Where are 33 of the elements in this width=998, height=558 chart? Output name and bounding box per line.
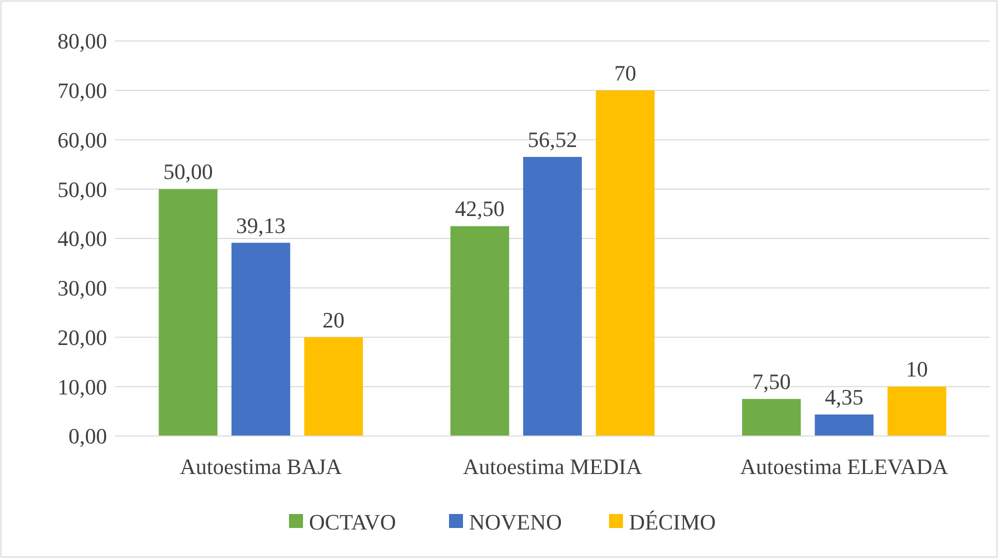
data-label: 4,35	[824, 384, 864, 410]
y-tick-label: 0,00	[68, 424, 107, 449]
x-tick-label: Autoestima BAJA	[180, 454, 342, 479]
legend-label: DÉCIMO	[629, 510, 716, 535]
bar	[450, 226, 510, 436]
y-tick-label: 10,00	[58, 374, 107, 400]
bar	[888, 386, 946, 436]
y-tick-label: 40,00	[58, 226, 107, 252]
data-label: 50,00	[163, 159, 213, 184]
data-label: 39,13	[236, 212, 286, 238]
y-tick-label: 20,00	[58, 324, 107, 350]
x-tick-label: Autoestima ELEVADA	[740, 454, 948, 479]
bar	[523, 156, 582, 436]
data-label: 56,52	[528, 126, 578, 152]
y-tick-label: 30,00	[58, 276, 107, 301]
bar	[158, 189, 218, 436]
bar	[814, 414, 874, 436]
bar	[596, 90, 655, 436]
y-tick-label: 80,00	[58, 28, 107, 54]
y-tick-label: 50,00	[58, 176, 107, 202]
bar	[742, 398, 801, 436]
y-tick-label: 70,00	[58, 78, 107, 104]
y-tick-label: 60,00	[58, 127, 107, 152]
legend-label: NOVENO	[469, 510, 562, 535]
bar	[304, 337, 363, 436]
x-tick-label: Autoestima MEDIA	[462, 454, 642, 479]
data-label: 20	[322, 307, 345, 332]
data-label: 10	[906, 356, 928, 382]
legend-label: OCTAVO	[309, 510, 396, 535]
data-label: 7,50	[752, 368, 791, 394]
data-label: 70	[614, 60, 636, 86]
data-label: 42,50	[455, 196, 505, 222]
bar	[231, 242, 290, 436]
